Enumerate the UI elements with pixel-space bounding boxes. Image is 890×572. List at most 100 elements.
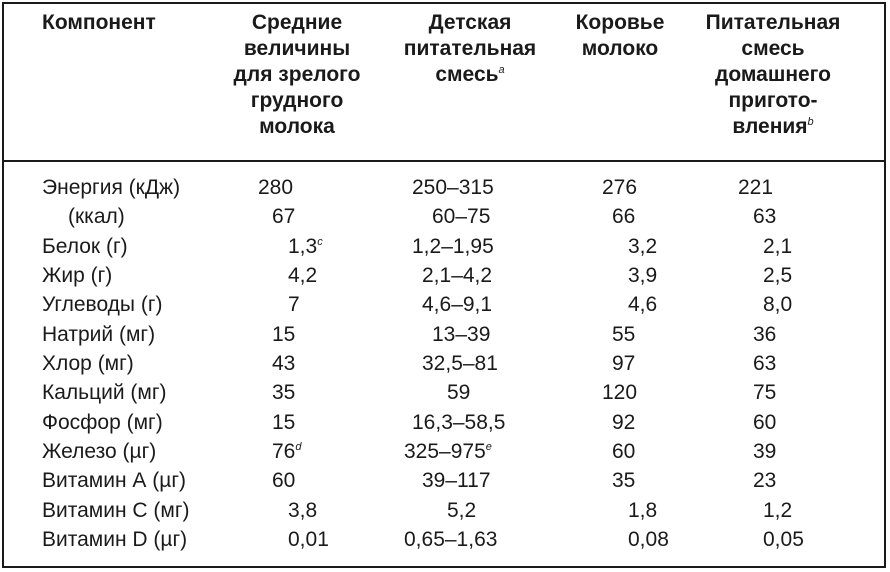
cell-value: 221	[738, 176, 774, 199]
cell-value: 2,1	[763, 235, 793, 258]
cell-v2: 13–39	[432, 320, 490, 349]
cell-value: 35	[272, 381, 296, 404]
row-label: Витамин D (µг)	[42, 528, 188, 551]
cell-v4: 39	[753, 437, 776, 466]
table-row: Углеводы (г) 7 4,6–9,1 4,6 8,0	[0, 290, 890, 319]
cell-v2: 5,2	[447, 496, 476, 525]
header-divider	[2, 160, 886, 162]
cell-value: 120	[602, 381, 638, 404]
cell-v4: 60	[753, 408, 776, 437]
cell-value: 66	[612, 205, 636, 228]
cell-value: 35	[612, 469, 636, 492]
cell-value: 75	[753, 381, 777, 404]
row-label: Белок (г)	[42, 235, 128, 258]
cell-v4: 0,05	[763, 525, 804, 554]
cell-value: 276	[602, 176, 638, 199]
row-label: Жир (г)	[42, 264, 113, 287]
header-homemade-formula-text: Питательная смесь домашнего пригото- вле…	[705, 11, 841, 138]
table-row: (ккал) 67 60–75 66 63	[0, 202, 890, 231]
cell-value: 0,05	[763, 528, 804, 551]
table-row: Фосфор (мг) 15 16,3–58,5 92 60	[0, 408, 890, 437]
header-infant-formula-text: Детская питательная смесь	[403, 11, 537, 86]
cell-v1: 4,2	[288, 261, 317, 290]
cell-v4: 1,2	[763, 496, 792, 525]
cell-v4: 2,5	[763, 261, 792, 290]
cell-v1: 7	[288, 290, 300, 319]
cell-value: 250–315	[412, 176, 494, 199]
cell-v2: 325–975e	[404, 437, 492, 466]
cell-v2: 2,1–4,2	[422, 261, 492, 290]
cell-v1: 60	[272, 466, 295, 495]
header-breast-milk-text: Средние величины для зрелого грудного мо…	[233, 11, 361, 138]
cell-value: 63	[753, 352, 777, 375]
cell-v4: 36	[753, 320, 776, 349]
cell-v1: 35	[272, 378, 295, 407]
row-label: Энергия (кДж)	[42, 176, 181, 199]
table-row: Жир (г) 4,2 2,1–4,2 3,9 2,5	[0, 261, 890, 290]
cell-value: 43	[272, 352, 296, 375]
cell-value: 60–75	[432, 205, 491, 228]
cell-value: 60	[612, 440, 636, 463]
cell-v1: 3,8	[288, 496, 317, 525]
cell-v2: 0,65–1,63	[404, 525, 497, 554]
table-row: Натрий (мг) 15 13–39 55 36	[0, 320, 890, 349]
row-label: Витамин С (мг)	[42, 499, 190, 522]
cell-value: 32,5–81	[422, 352, 498, 375]
cell-value: 5,2	[447, 499, 477, 522]
header-homemade-formula: Питательная смесь домашнего пригото- вле…	[688, 10, 858, 140]
cell-value: 4,2	[288, 264, 318, 287]
cell-v2: 1,2–1,95	[412, 232, 494, 261]
cell-value: 1,2–1,95	[412, 235, 494, 258]
cell-value: 0,08	[628, 528, 669, 551]
footnote-marker: e	[485, 441, 492, 453]
cell-value: 2,5	[763, 264, 793, 287]
table-row: Витамин D (µг) 0,01 0,65–1,63 0,08 0,05	[0, 525, 890, 554]
cell-value: 59	[447, 381, 471, 404]
cell-v2: 4,6–9,1	[422, 290, 492, 319]
cell-value: 36	[753, 323, 777, 346]
cell-v2: 16,3–58,5	[412, 408, 505, 437]
cell-value: 7	[288, 293, 300, 316]
cell-v1: 76d	[272, 437, 301, 466]
cell-v2: 60–75	[432, 202, 490, 231]
cell-value: 2,1–4,2	[422, 264, 493, 287]
cell-v1: 0,01	[288, 525, 329, 554]
cell-value: 63	[753, 205, 777, 228]
cell-v4: 8,0	[763, 290, 792, 319]
cell-v1: 67	[272, 202, 295, 231]
cell-v3: 4,6	[628, 290, 657, 319]
row-label: Железо (µг)	[42, 440, 157, 463]
row-label: Хлор (мг)	[42, 352, 134, 375]
cell-v3: 3,2	[628, 232, 657, 261]
row-label: Кальций (мг)	[42, 381, 167, 404]
row-label: Натрий (мг)	[42, 323, 156, 346]
cell-value: 15	[272, 323, 296, 346]
cell-v3: 92	[612, 408, 635, 437]
cell-value: 1,2	[763, 499, 793, 522]
header-breast-milk: Средние величины для зрелого грудного мо…	[212, 10, 382, 140]
cell-v3: 66	[612, 202, 635, 231]
cell-v2: 32,5–81	[422, 349, 498, 378]
cell-value: 3,9	[628, 264, 658, 287]
cell-value: 23	[753, 469, 777, 492]
table-row: Кальций (мг) 35 59 120 75	[0, 378, 890, 407]
footnote-marker: d	[295, 441, 302, 453]
cell-value: 16,3–58,5	[412, 411, 506, 434]
row-label: Фосфор (мг)	[42, 411, 163, 434]
header-infant-formula: Детская питательная смесьa	[390, 10, 550, 88]
cell-value: 97	[612, 352, 636, 375]
cell-v3: 276	[602, 173, 637, 202]
cell-v1: 280	[258, 173, 293, 202]
cell-v3: 60	[612, 437, 635, 466]
cell-value: 55	[612, 323, 636, 346]
cell-v4: 2,1	[763, 232, 792, 261]
cell-value: 60	[753, 411, 777, 434]
cell-value: 92	[612, 411, 636, 434]
cell-value: 15	[272, 411, 296, 434]
cell-value: 60	[272, 469, 296, 492]
cell-v3: 35	[612, 466, 635, 495]
cell-v1: 15	[272, 408, 295, 437]
cell-value: 13–39	[432, 323, 491, 346]
table-row: Железо (µг) 76d 325–975e 60 39	[0, 437, 890, 466]
table-row: Хлор (мг) 43 32,5–81 97 63	[0, 349, 890, 378]
